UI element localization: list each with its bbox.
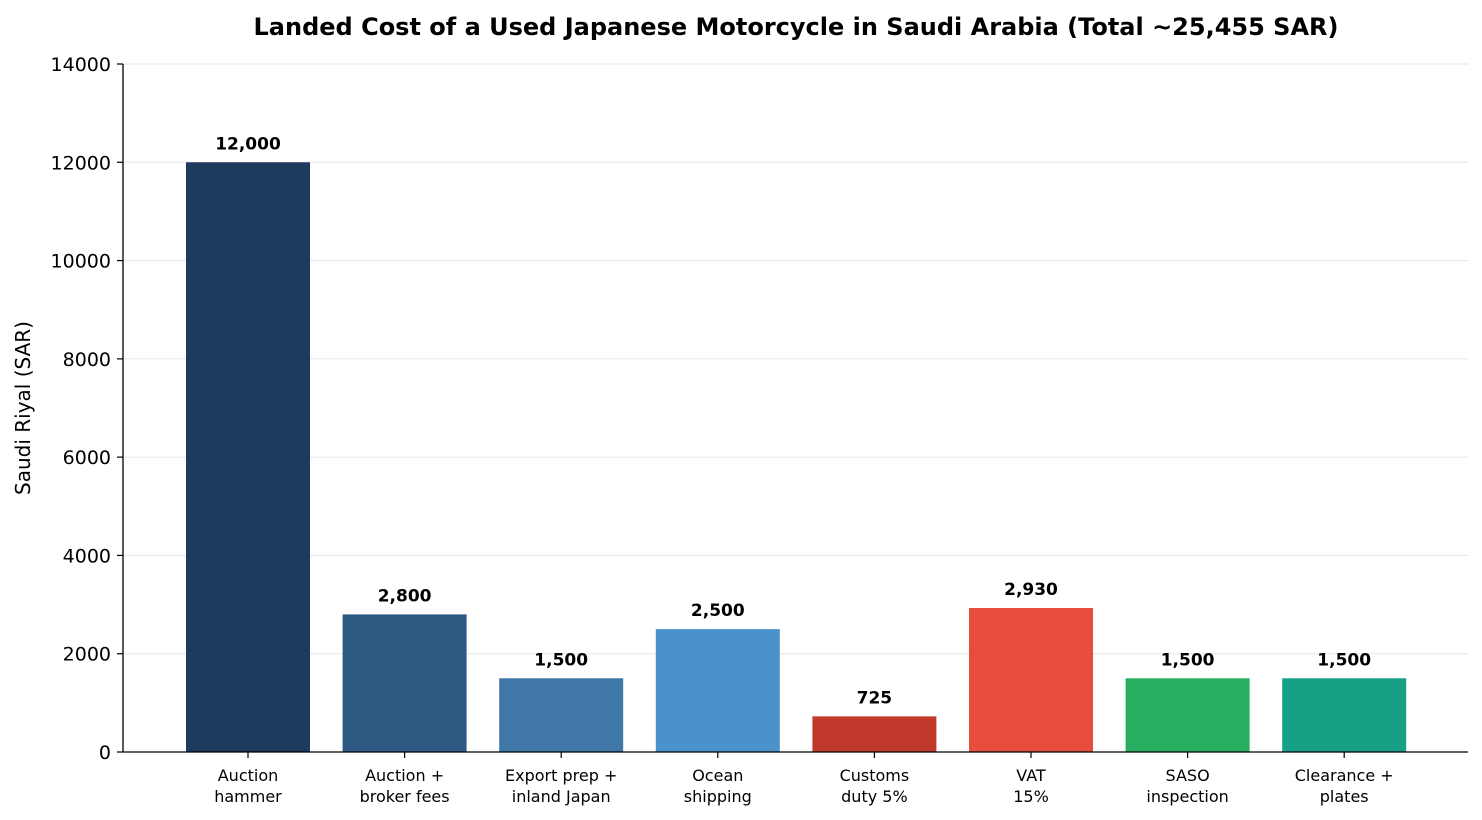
y-tick-label: 4000 (63, 545, 111, 567)
x-tick-label: Ocean (692, 766, 743, 785)
bar (342, 614, 467, 752)
x-tick-label: broker fees (360, 787, 450, 806)
y-tick-label: 8000 (63, 349, 111, 371)
y-tick-label: 12000 (51, 152, 111, 174)
bar (1282, 678, 1407, 752)
x-tick-label: SASO (1166, 766, 1210, 785)
bar-value-label: 1,500 (1161, 650, 1215, 670)
x-tick-label: inland Japan (512, 787, 611, 806)
gridlines (123, 63, 1468, 655)
y-tick-label: 14000 (51, 54, 111, 76)
x-ticks: Auction hammer Auction + broker fees Export … (214, 752, 1394, 806)
chart-title: Landed Cost of a Used Japanese Motorcycl… (254, 13, 1339, 41)
bar (655, 629, 780, 752)
bar-value-label: 1,500 (1317, 650, 1371, 670)
x-tick-label: inspection (1146, 787, 1228, 806)
bar (1125, 678, 1250, 752)
bar (969, 608, 1093, 752)
x-tick-label: VAT (1016, 766, 1046, 785)
x-tick-label: Clearance + (1295, 766, 1394, 785)
x-tick-label: shipping (684, 787, 752, 806)
bars (186, 162, 1407, 753)
bar-value-label: 2,930 (1004, 580, 1058, 600)
bar-value-label: 725 (857, 688, 893, 708)
bar-value-label: 2,800 (378, 586, 432, 606)
y-ticks: 0 2000 4000 6000 8000 10000 12000 14000 (51, 54, 123, 764)
x-tick-label: duty 5% (841, 787, 908, 806)
data-labels: 12,000 2,800 1,500 2,500 725 2,930 1,500 1,500 (215, 134, 1371, 708)
bar-value-label: 2,500 (691, 601, 745, 621)
y-tick-label: 10000 (51, 251, 111, 273)
bar (812, 716, 937, 752)
x-tick-label: hammer (214, 787, 282, 806)
x-tick-label: 15% (1013, 787, 1049, 806)
x-tick-label: Export prep + (505, 766, 617, 785)
bar (186, 162, 310, 753)
x-tick-label: Auction + (365, 766, 444, 785)
y-tick-label: 0 (99, 742, 111, 764)
y-tick-label: 6000 (63, 447, 111, 469)
x-tick-label: Customs (840, 766, 910, 785)
y-axis-label: Saudi Riyal (SAR) (11, 321, 35, 495)
x-tick-label: Auction (218, 766, 279, 785)
bar-value-label: 12,000 (215, 134, 281, 154)
bar (499, 678, 624, 752)
y-tick-label: 2000 (63, 644, 111, 666)
axes (122, 64, 1468, 753)
bar-value-label: 1,500 (534, 650, 588, 670)
x-tick-label: plates (1320, 787, 1369, 806)
